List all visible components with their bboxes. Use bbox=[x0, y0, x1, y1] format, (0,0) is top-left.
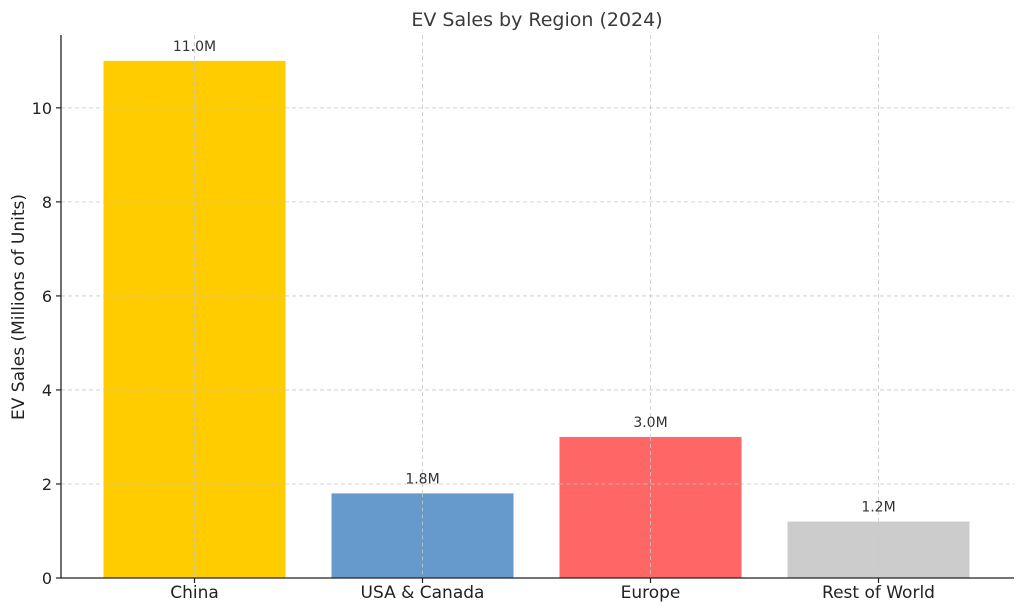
grid-layer bbox=[61, 35, 1014, 578]
x-tick-label-0: China bbox=[170, 583, 219, 603]
y-tick-label-0: 0 bbox=[42, 569, 52, 588]
data-label-3: 1.2M bbox=[861, 500, 895, 516]
data-label-2: 3.0M bbox=[633, 415, 667, 431]
data-label-1: 1.8M bbox=[405, 471, 439, 487]
labels-layer: 0 2 4 6 8 10 China USA & Canada Europe Rest of Wo… bbox=[32, 39, 935, 603]
y-tick-label-6: 6 bbox=[42, 287, 52, 306]
x-tick-label-3: Rest of World bbox=[822, 583, 935, 603]
y-tick-label-2: 2 bbox=[42, 475, 52, 494]
axes-layer bbox=[56, 35, 1014, 583]
x-tick-label-2: Europe bbox=[621, 583, 681, 603]
x-tick-label-1: USA & Canada bbox=[361, 583, 485, 603]
y-axis-label: EV Sales (Millions of Units) bbox=[9, 194, 29, 420]
data-label-0: 11.0M bbox=[173, 39, 216, 55]
y-tick-label-10: 10 bbox=[32, 99, 52, 118]
y-tick-label-4: 4 bbox=[42, 381, 52, 400]
bars-layer bbox=[103, 60, 970, 579]
chart-title: EV Sales by Region (2024) bbox=[411, 9, 662, 31]
y-tick-label-8: 8 bbox=[42, 193, 52, 212]
